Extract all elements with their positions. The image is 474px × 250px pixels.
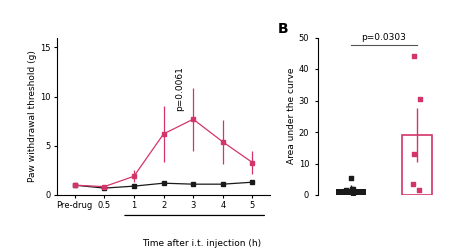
Bar — [402, 135, 432, 195]
Point — [348, 187, 356, 191]
Point — [410, 182, 417, 186]
Point — [345, 189, 352, 193]
Y-axis label: Area under the curve: Area under the curve — [287, 68, 296, 164]
Text: p=0.0303: p=0.0303 — [362, 33, 406, 42]
Point — [415, 188, 423, 192]
Point — [410, 152, 418, 156]
Point — [410, 54, 418, 58]
Y-axis label: Paw withdrawal threshold (g): Paw withdrawal threshold (g) — [28, 50, 37, 182]
Point — [349, 187, 357, 191]
Point — [416, 97, 423, 101]
Point — [349, 192, 357, 196]
Point — [343, 188, 350, 192]
Point — [347, 176, 355, 180]
Text: p=0.0061: p=0.0061 — [175, 66, 184, 111]
Text: B: B — [278, 22, 288, 36]
Bar — [336, 189, 366, 195]
Text: Time after i.t. injection (h): Time after i.t. injection (h) — [142, 239, 262, 248]
